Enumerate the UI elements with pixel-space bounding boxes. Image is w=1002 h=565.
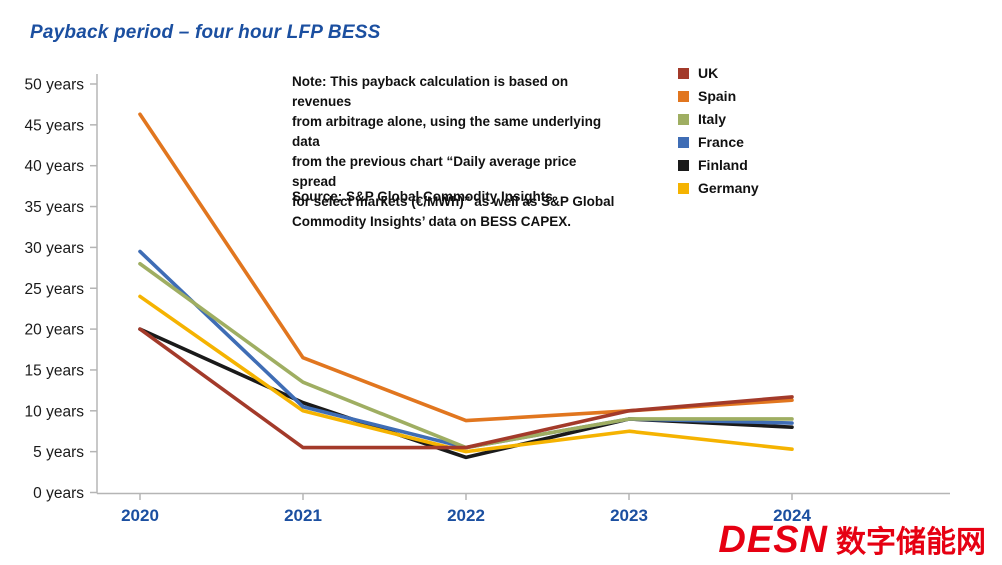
x-tick-label: 2021 (284, 506, 322, 525)
y-tick-label: 35 years (25, 199, 85, 216)
chart-note: Note: This payback calculation is based … (292, 74, 615, 229)
y-tick-label: 5 years (33, 444, 84, 461)
legend-swatch-icon (678, 67, 689, 79)
legend: UK Spain Italy France Finland Germany (678, 65, 759, 196)
page-title: Payback period – four hour LFP BESS (30, 22, 381, 43)
y-tick-label: 15 years (25, 362, 85, 379)
legend-item-germany: Germany (678, 180, 759, 196)
chart-source: Source: S&P Global Commodity Insights (292, 189, 553, 204)
legend-swatch-icon (678, 90, 689, 102)
legend-label: France (698, 134, 744, 150)
legend-item-france: France (678, 134, 759, 150)
desn-logo-latin: DESN (718, 519, 828, 561)
legend-label: UK (698, 65, 719, 81)
legend-label: Spain (698, 88, 737, 104)
y-tick-label: 20 years (25, 322, 85, 339)
x-tick-label: 2022 (447, 506, 485, 525)
legend-item-spain: Spain (678, 88, 759, 104)
y-tick-label: 50 years (25, 77, 85, 94)
x-tick-label: 2023 (610, 506, 648, 525)
y-tick-label: 0 years (33, 485, 84, 502)
legend-label: Finland (698, 157, 748, 173)
legend-swatch-icon (678, 113, 689, 125)
y-tick-label: 45 years (25, 117, 85, 134)
legend-item-finland: Finland (678, 157, 759, 173)
legend-swatch-icon (678, 182, 689, 194)
legend-swatch-icon (678, 159, 689, 171)
legend-label: Germany (698, 180, 759, 196)
y-tick-label: 10 years (25, 403, 85, 420)
desn-logo-cjk: 数字储能网 (836, 526, 986, 559)
legend-label: Italy (698, 111, 727, 127)
y-tick-label: 40 years (25, 158, 85, 175)
y-tick-label: 25 years (25, 281, 85, 298)
series-line-germany (138, 294, 794, 454)
legend-item-uk: UK (678, 65, 759, 81)
desn-logo: DESN 数字储能网 (718, 521, 986, 559)
series-line-uk (138, 327, 794, 450)
x-tick-label: 2024 (773, 506, 811, 525)
x-tick-label: 2020 (121, 506, 159, 525)
legend-item-italy: Italy (678, 111, 759, 127)
y-tick-label: 30 years (25, 240, 85, 257)
legend-swatch-icon (678, 136, 689, 148)
